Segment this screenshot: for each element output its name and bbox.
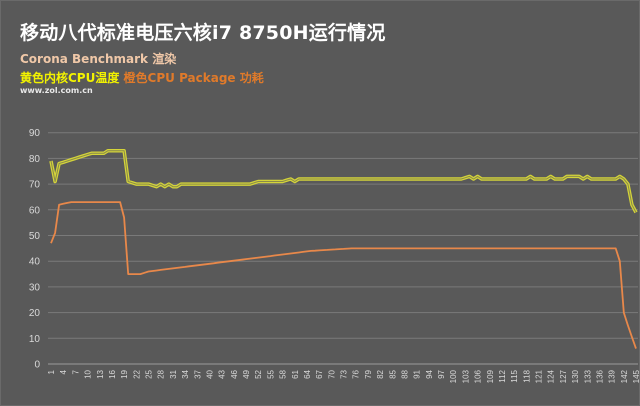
temperature-line-inner — [50, 150, 637, 213]
source-url: www.zol.com.cn — [20, 86, 93, 95]
x-tick-label: 91 — [413, 369, 422, 378]
x-tick-label: 43 — [218, 369, 227, 378]
y-tick-label: 50 — [29, 231, 41, 242]
chart-subtitle: Corona Benchmark 渲染 — [20, 52, 177, 66]
x-tick-label: 109 — [486, 369, 495, 383]
x-tick-label: 64 — [303, 369, 312, 378]
x-tick-label: 58 — [279, 369, 288, 378]
x-tick-label: 145 — [632, 369, 640, 383]
x-tick-label: 34 — [181, 369, 190, 378]
x-tick-label: 133 — [583, 369, 592, 383]
legend-power: 橙色CPU Package 功耗 — [123, 71, 264, 85]
x-tick-label: 13 — [96, 369, 105, 378]
x-tick-label: 142 — [620, 369, 629, 383]
x-tick-label: 37 — [193, 369, 202, 378]
y-tick-label: 20 — [29, 308, 41, 319]
legend-temperature: 黄色内核CPU温度 — [20, 71, 120, 85]
y-tick-label: 10 — [29, 334, 41, 345]
x-tick-label: 70 — [327, 369, 336, 378]
x-tick-label: 76 — [352, 369, 361, 378]
temperature-line — [49, 148, 638, 214]
x-tick-label: 28 — [157, 369, 166, 378]
x-tick-label: 49 — [242, 369, 251, 378]
x-tick-label: 79 — [364, 369, 373, 378]
x-tick-label: 82 — [376, 369, 385, 378]
x-tick-label: 55 — [266, 369, 275, 378]
x-tick-label: 118 — [522, 369, 531, 382]
x-tick-label: 1 — [47, 369, 56, 374]
chart-title: 移动八代标准电压六核i7 8750H运行情况 — [20, 22, 386, 44]
x-tick-label: 103 — [461, 369, 470, 383]
x-tick-label: 61 — [291, 369, 300, 378]
series-lines — [49, 148, 638, 349]
x-tick-label: 124 — [547, 369, 556, 383]
y-tick-label: 40 — [29, 257, 41, 268]
y-tick-label: 80 — [29, 154, 41, 165]
x-tick-label: 25 — [145, 369, 154, 378]
x-tick-label: 136 — [595, 369, 604, 383]
x-tick-label: 121 — [535, 369, 544, 383]
x-tick-label: 115 — [510, 369, 519, 382]
x-tick-label: 139 — [608, 369, 617, 383]
x-tick-label: 4 — [59, 369, 68, 374]
y-tick-label: 70 — [29, 180, 41, 191]
x-tick-label: 16 — [108, 369, 117, 378]
x-tick-label: 73 — [340, 369, 349, 378]
x-tick-label: 100 — [449, 369, 458, 383]
power-line — [50, 201, 637, 349]
y-tick-label: 0 — [34, 360, 40, 371]
x-tick-label: 46 — [230, 369, 239, 378]
x-tick-label: 67 — [315, 369, 324, 378]
x-tick-label: 127 — [559, 369, 568, 383]
x-tick-label: 94 — [425, 369, 434, 378]
x-tick-label: 10 — [84, 369, 93, 378]
x-tick-label: 22 — [132, 369, 141, 378]
x-tick-label: 106 — [474, 369, 483, 383]
y-tick-label: 90 — [29, 128, 41, 139]
x-tick-label: 97 — [437, 369, 446, 378]
x-tick-label: 112 — [498, 369, 507, 382]
gridlines — [48, 132, 638, 365]
y-tick-label: 30 — [29, 282, 41, 293]
x-axis: 1 4 7 10 13 16 19 22 25 28 31 34 37 40 43 46 49 52 55 58 61 6… — [47, 369, 640, 383]
x-tick-label: 130 — [571, 369, 580, 383]
x-tick-label: 19 — [120, 369, 129, 378]
x-tick-label: 31 — [169, 369, 178, 378]
x-tick-label: 52 — [254, 369, 263, 378]
x-tick-label: 88 — [400, 369, 409, 378]
y-tick-label: 60 — [29, 205, 41, 216]
legend: 黄色内核CPU温度 橙色CPU Package 功耗 — [20, 69, 264, 86]
x-tick-label: 7 — [71, 369, 80, 374]
x-tick-label: 40 — [205, 369, 214, 378]
y-axis: 0 10 20 30 40 50 60 70 80 90 — [29, 128, 41, 370]
x-tick-label: 85 — [388, 369, 397, 378]
